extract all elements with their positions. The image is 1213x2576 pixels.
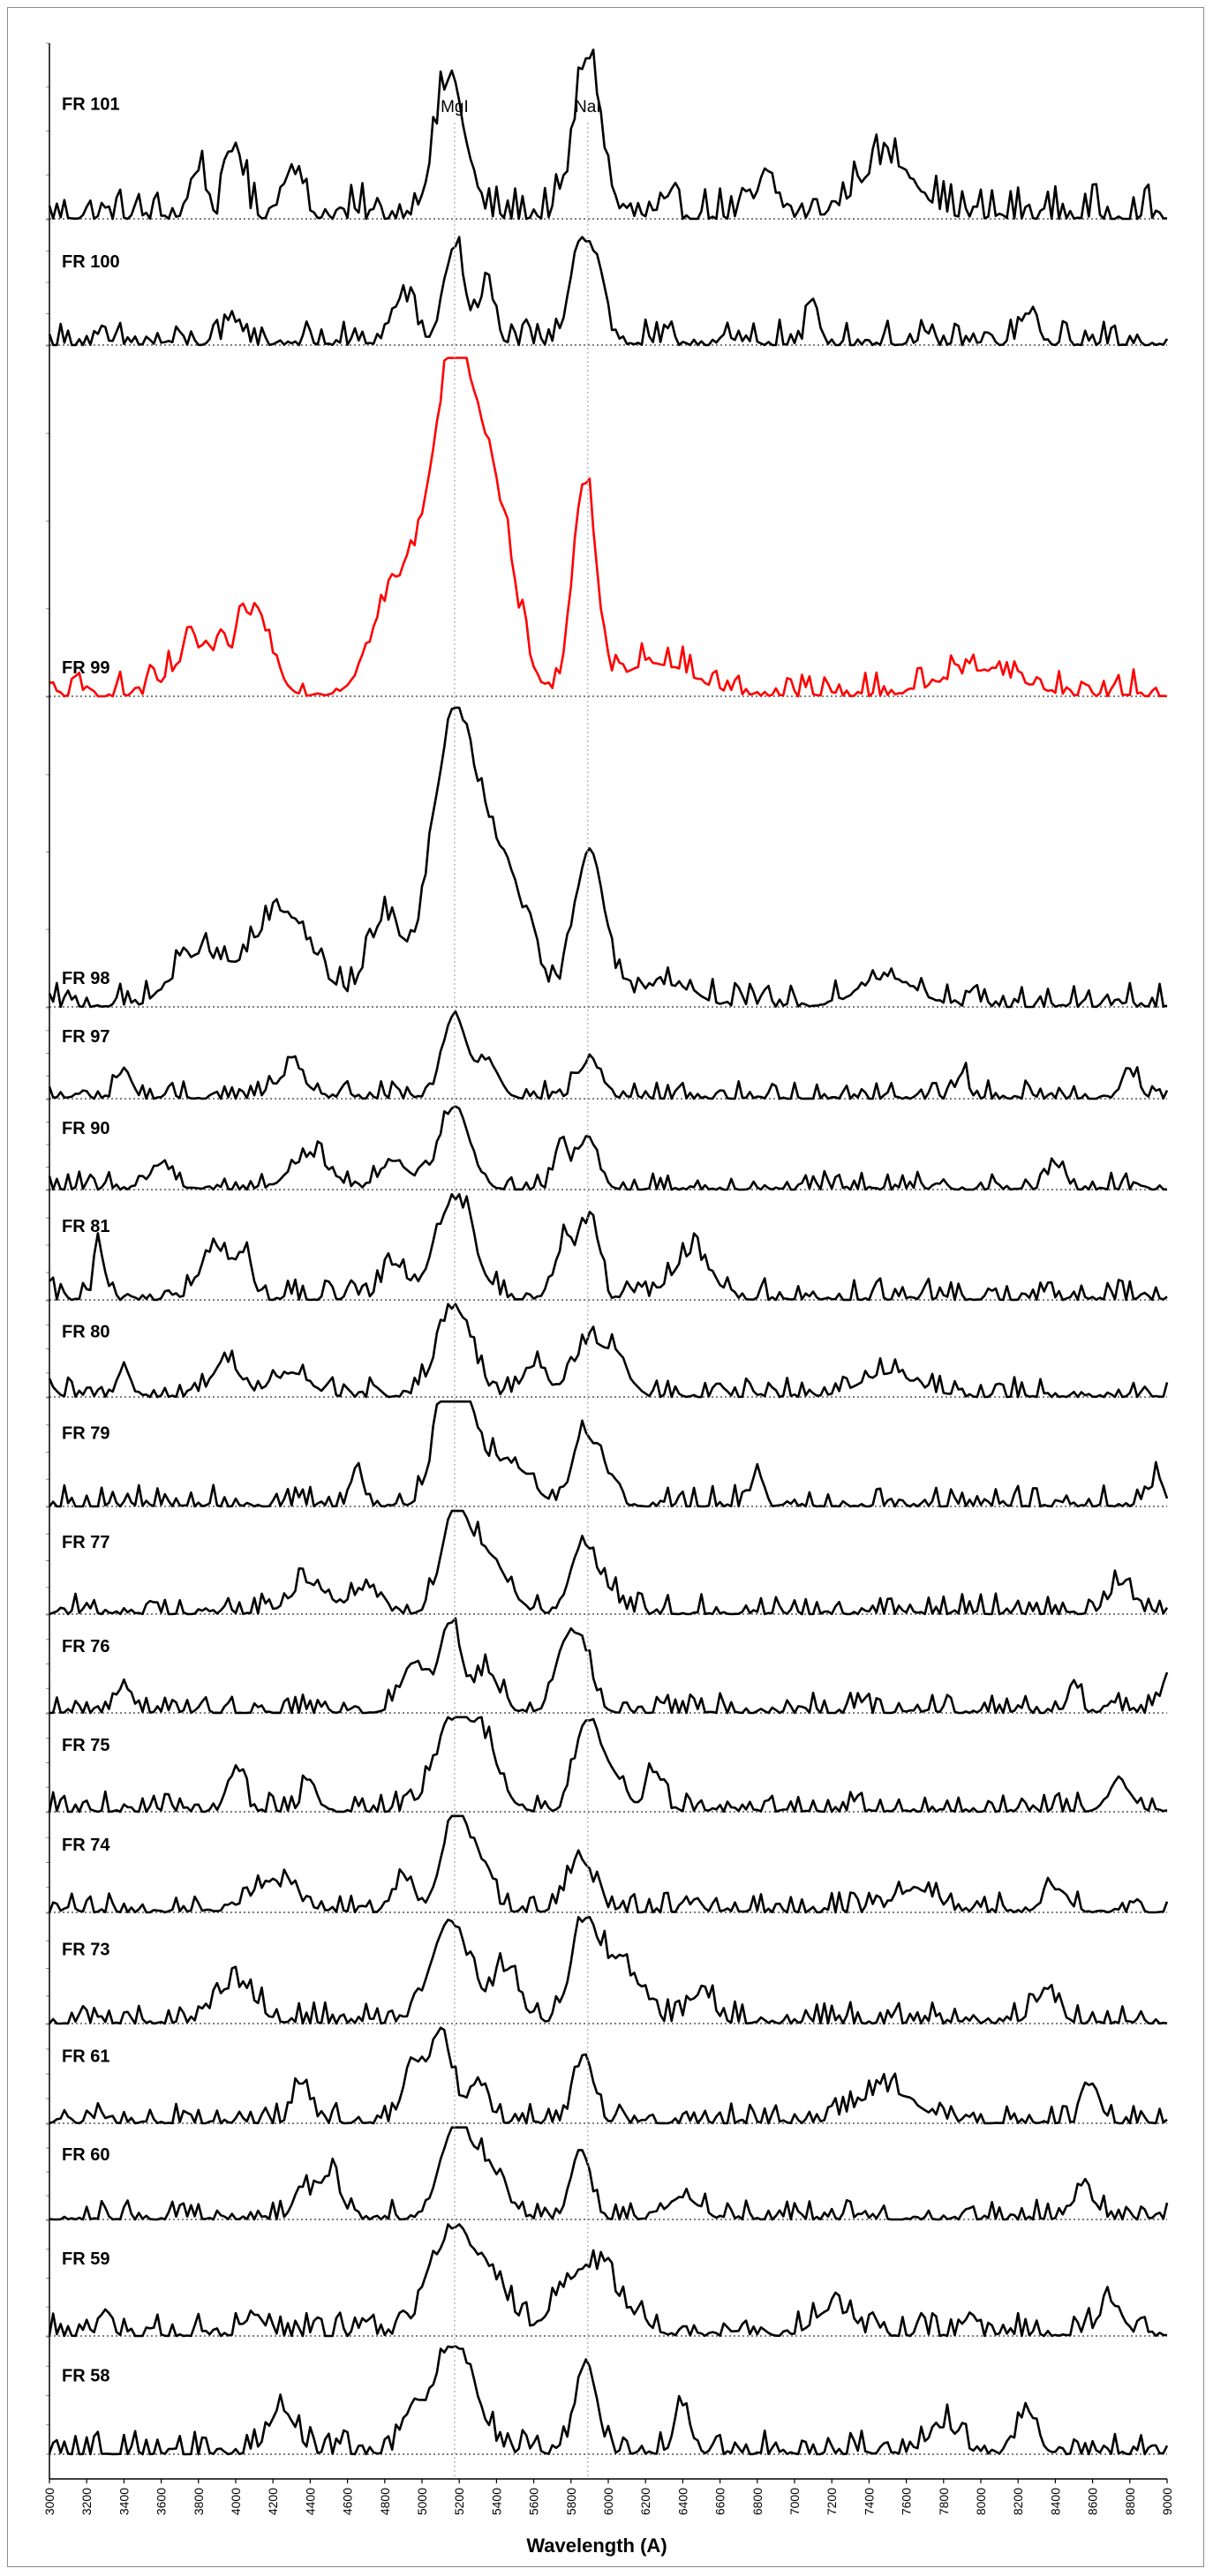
x-tick-label: 4800 [378, 2488, 392, 2515]
x-tick-label: 8800 [1123, 2488, 1137, 2515]
panel-fr-90: FR 90 [46, 1099, 1168, 1191]
spectrum-line [49, 1192, 1168, 1302]
panel-label: FR 75 [62, 1736, 109, 1755]
x-tick-label: 8600 [1086, 2488, 1100, 2515]
spectrum-line [49, 2026, 1168, 2125]
panel-label: FR 59 [62, 2249, 109, 2269]
x-tick-label: 3000 [42, 2488, 57, 2515]
x-tick-label: 5400 [489, 2488, 503, 2515]
x-tick-label: 7200 [825, 2488, 839, 2515]
x-tick-label: 7000 [787, 2488, 802, 2515]
chart-frame: FR 101 FR 100 FR 99 FR 98 FR 97 FR 90 FR 81 FR … [7, 7, 1204, 2567]
panel-label: FR 60 [62, 2145, 109, 2165]
x-tick-label: 4600 [341, 2488, 355, 2515]
spectrum-line [48, 1814, 1169, 1914]
panel-fr-76: FR 76 [46, 1614, 1169, 1715]
panel-fr-99: FR 99 [46, 345, 1168, 698]
panel-label: FR 74 [62, 1836, 110, 1855]
spectra-chart: FR 101 FR 100 FR 99 FR 98 FR 97 FR 90 FR 81 FR … [42, 42, 1174, 2557]
x-tick-label: 5600 [527, 2488, 541, 2515]
x-tick-label: 6400 [675, 2488, 689, 2515]
x-tick-label: 7400 [862, 2488, 876, 2515]
x-tick-label: 6800 [750, 2488, 765, 2515]
x-tick-label: 3600 [154, 2488, 169, 2515]
panel-label: FR 99 [62, 658, 109, 678]
x-axis: Wavelength (A) 3000 3200 3400 3600 3800 4000 4… [42, 43, 1174, 2557]
x-tick-label: 4200 [266, 2488, 280, 2515]
panel-fr-61: FR 61 [46, 2024, 1168, 2125]
panel-fr-75: FR 75 [46, 1713, 1168, 1814]
spectrum-line [49, 357, 1168, 698]
spectrum-line [49, 2126, 1169, 2221]
x-tick-label: 5800 [564, 2488, 578, 2515]
panel-fr-79: FR 79 [46, 1397, 1169, 1508]
panel-fr-73: FR 73 [46, 1912, 1168, 2025]
panel-fr-100: FR 100 [46, 219, 1169, 347]
spectrum-line [48, 2345, 1169, 2456]
x-tick-label: 3200 [79, 2488, 94, 2515]
panel-fr-81: FR 81 [46, 1190, 1168, 1302]
spectrum-line [49, 1509, 1169, 1616]
x-tick-label: 6200 [638, 2488, 652, 2515]
panel-label: FR 79 [62, 1424, 109, 1444]
x-tick-label: 5000 [415, 2488, 429, 2515]
spectrum-line [49, 1617, 1169, 1715]
panel-label: FR 100 [62, 252, 120, 272]
reference-label: NaI [575, 98, 601, 116]
x-tick-label: 7800 [937, 2488, 951, 2515]
panel-fr-74: FR 74 [46, 1812, 1169, 1914]
panel-label: FR 80 [62, 1322, 109, 1341]
panel-label: FR 58 [62, 2367, 109, 2386]
panel-label: FR 76 [62, 1637, 109, 1656]
x-tick-label: 8000 [974, 2488, 988, 2515]
spectrum-line [48, 1303, 1169, 1399]
panel-fr-98: FR 98 [46, 696, 1168, 1009]
reference-lines-layer: MgI NaI [441, 98, 601, 2479]
spectrum-line [48, 1716, 1168, 1814]
panels-layer: FR 101 FR 100 FR 99 FR 98 FR 97 FR 90 FR 81 FR … [46, 42, 1169, 2456]
reference-label: MgI [441, 98, 469, 116]
x-tick-label: 4400 [303, 2488, 317, 2515]
x-tick-label: 6600 [713, 2488, 727, 2515]
spectrum-line [48, 2223, 1168, 2338]
spectrum-line [48, 1400, 1169, 1508]
x-tick-label: 3800 [192, 2488, 206, 2515]
panel-label: FR 81 [62, 1217, 109, 1236]
panel-fr-97: FR 97 [46, 1007, 1169, 1100]
spectrum-line [48, 236, 1169, 347]
panel-label: FR 97 [62, 1027, 109, 1047]
panel-label: FR 90 [62, 1119, 109, 1138]
panel-label: FR 73 [62, 1941, 109, 1960]
x-tick-label: 6000 [601, 2488, 615, 2515]
x-tick-label: 9000 [1160, 2488, 1174, 2515]
panel-label: FR 61 [62, 2047, 109, 2067]
spectrum-line [48, 1105, 1168, 1191]
spectrum-line [48, 48, 1168, 221]
spectrum-line [48, 706, 1168, 1009]
x-axis-title: Wavelength (A) [526, 2535, 667, 2557]
x-tick-label: 8200 [1011, 2488, 1025, 2515]
x-tick-label: 5200 [452, 2488, 466, 2515]
x-tick-label: 8400 [1048, 2488, 1062, 2515]
panel-fr-60: FR 60 [46, 2123, 1169, 2221]
panel-label: FR 101 [62, 95, 120, 115]
panel-fr-101: FR 101 [46, 42, 1168, 221]
panel-fr-77: FR 77 [46, 1506, 1169, 1616]
panel-fr-58: FR 58 [46, 2336, 1169, 2456]
x-tick-label: 7600 [900, 2488, 914, 2515]
spectrum-line [48, 1010, 1169, 1100]
x-tick-label: 3400 [117, 2488, 131, 2515]
panel-fr-59: FR 59 [46, 2219, 1168, 2338]
panel-fr-80: FR 80 [46, 1300, 1169, 1399]
panel-label: FR 77 [62, 1533, 109, 1552]
spectrum-line [49, 1916, 1168, 2025]
panel-label: FR 98 [62, 969, 109, 988]
x-tick-label: 4000 [229, 2488, 243, 2515]
